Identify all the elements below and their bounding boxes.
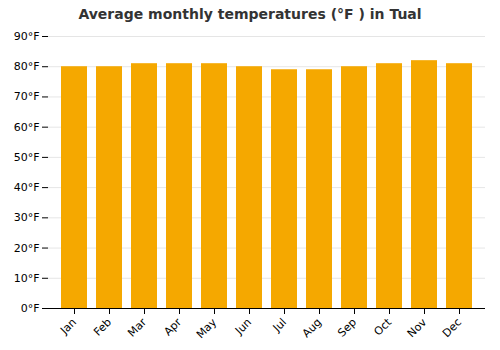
svg-text:20°F: 20°F xyxy=(14,242,40,255)
svg-text:Apr: Apr xyxy=(161,315,184,338)
svg-text:Aug: Aug xyxy=(300,316,324,340)
svg-text:Jun: Jun xyxy=(232,316,254,338)
svg-text:Sep: Sep xyxy=(335,316,359,340)
svg-text:Jul: Jul xyxy=(270,316,289,335)
svg-text:90°F: 90°F xyxy=(14,30,40,43)
svg-text:Mar: Mar xyxy=(125,315,149,339)
svg-text:Oct: Oct xyxy=(371,315,394,338)
svg-text:Feb: Feb xyxy=(91,316,114,339)
svg-text:May: May xyxy=(194,315,220,341)
svg-text:Dec: Dec xyxy=(440,316,464,340)
html-text:Average monthly temperatures (: Average monthly temperatures (°F ) in Tu… xyxy=(78,6,422,22)
svg-text:80°F: 80°F xyxy=(14,60,40,73)
svg-text:40°F: 40°F xyxy=(14,181,40,194)
svg-text:70°F: 70°F xyxy=(14,90,40,103)
svg-text:30°F: 30°F xyxy=(14,211,40,224)
svg-text:Jan: Jan xyxy=(57,316,79,338)
svg-text:Nov: Nov xyxy=(405,315,430,340)
svg-text:50°F: 50°F xyxy=(14,151,40,164)
svg-text:60°F: 60°F xyxy=(14,121,40,134)
svg-text:0°F: 0°F xyxy=(21,302,40,315)
svg-text:10°F: 10°F xyxy=(14,272,40,285)
